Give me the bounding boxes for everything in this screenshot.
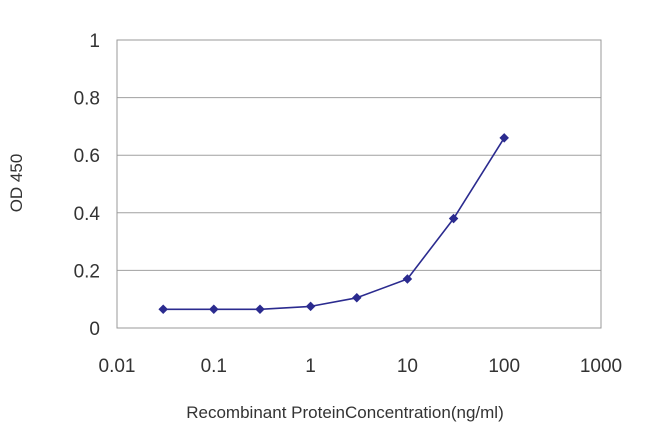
y-tick-label: 0.4 (74, 204, 101, 225)
y-tick-label: 0.6 (74, 146, 100, 167)
y-tick-label: 0.2 (74, 261, 100, 282)
x-tick-label: 0.1 (201, 356, 227, 377)
series-layer (158, 133, 509, 315)
data-point (352, 292, 362, 303)
data-point (255, 304, 265, 315)
gridlines (117, 97, 601, 271)
data-point (158, 304, 168, 315)
data-point (209, 304, 219, 315)
x-tick-label: 0.01 (99, 356, 136, 377)
x-tick-label: 100 (488, 356, 520, 377)
x-axis-label: Recombinant ProteinConcentration(ng/ml) (186, 403, 504, 422)
y-axis-ticks: 0 0.2 0.4 0.6 0.8 1 (74, 31, 101, 340)
x-tick-label: 10 (397, 356, 418, 377)
x-tick-label: 1 (305, 356, 316, 377)
series-line (163, 137, 505, 311)
data-point (305, 301, 316, 312)
x-tick-label: 1000 (580, 356, 622, 377)
plot-area (116, 39, 602, 329)
y-tick-label: 1 (89, 31, 100, 52)
data-point (448, 213, 459, 224)
data-point (499, 133, 509, 143)
y-tick-label: 0.8 (74, 89, 100, 110)
y-axis-label: OD 450 (7, 154, 26, 213)
y-tick-label: 0 (89, 319, 100, 340)
x-axis-ticks: 0.01 0.1 1 10 100 1000 (99, 356, 623, 377)
data-point (402, 274, 413, 284)
